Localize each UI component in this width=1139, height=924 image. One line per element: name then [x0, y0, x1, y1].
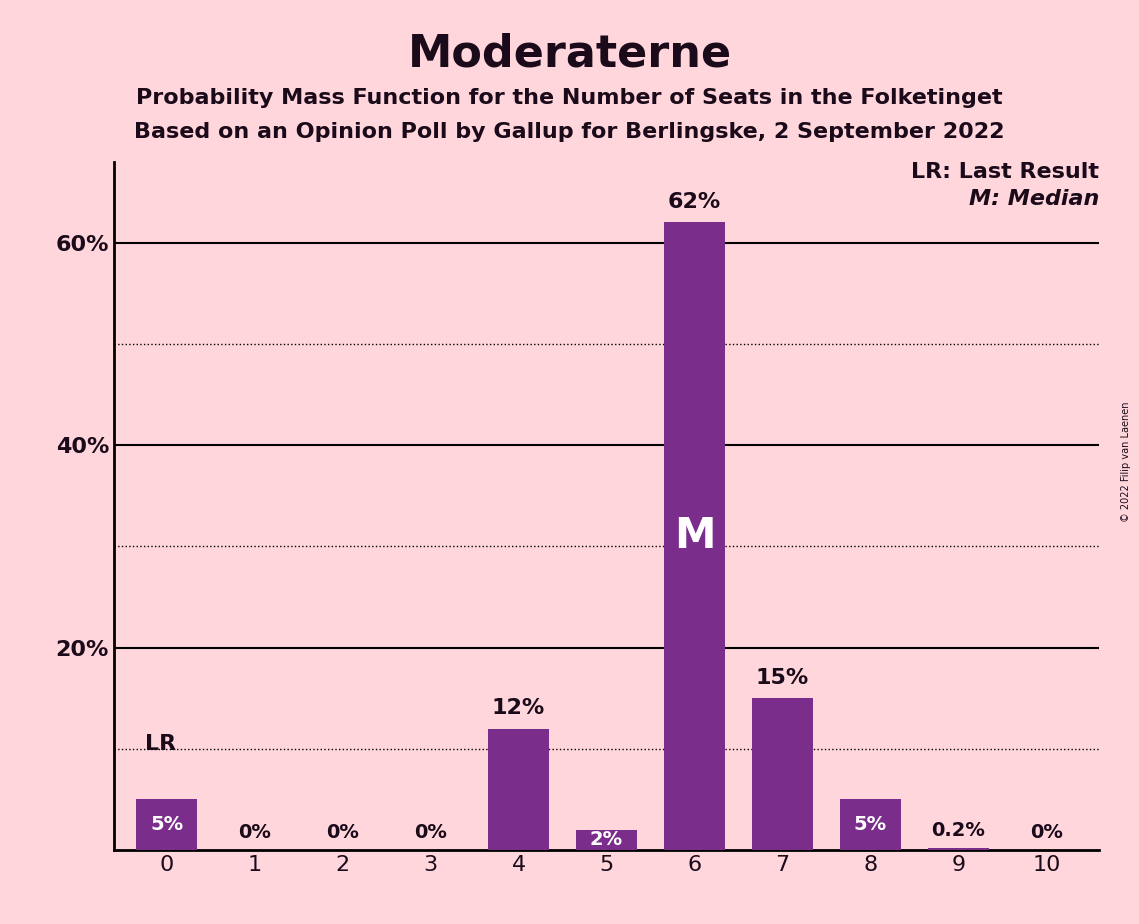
Bar [487, 729, 549, 850]
Text: LR: LR [145, 734, 175, 754]
Text: M: M [674, 516, 715, 557]
Text: 0%: 0% [1030, 823, 1063, 842]
Text: 2%: 2% [590, 831, 623, 849]
Text: Probability Mass Function for the Number of Seats in the Folketinget: Probability Mass Function for the Number… [137, 88, 1002, 108]
Bar [575, 830, 638, 850]
Text: 0.2%: 0.2% [932, 821, 985, 840]
Text: © 2022 Filip van Laenen: © 2022 Filip van Laenen [1121, 402, 1131, 522]
Bar [752, 699, 813, 850]
Text: Based on an Opinion Poll by Gallup for Berlingske, 2 September 2022: Based on an Opinion Poll by Gallup for B… [134, 122, 1005, 142]
Bar [664, 223, 726, 850]
Text: 15%: 15% [756, 668, 809, 688]
Bar [136, 799, 197, 850]
Bar [839, 799, 901, 850]
Text: 0%: 0% [415, 823, 446, 842]
Text: M: Median: M: Median [969, 189, 1099, 210]
Text: 5%: 5% [150, 815, 183, 834]
Text: 62%: 62% [667, 192, 721, 213]
Text: 12%: 12% [492, 699, 546, 719]
Text: 0%: 0% [326, 823, 359, 842]
Text: 5%: 5% [854, 815, 887, 834]
Text: LR: Last Result: LR: Last Result [911, 162, 1099, 182]
Bar [927, 848, 989, 850]
Text: Moderaterne: Moderaterne [408, 32, 731, 76]
Text: 0%: 0% [238, 823, 271, 842]
